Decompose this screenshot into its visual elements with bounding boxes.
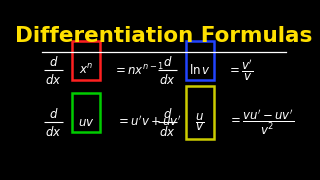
Text: $dx$: $dx$ (159, 73, 176, 87)
Text: $dx$: $dx$ (159, 125, 176, 139)
Text: $= \dfrac{v'}{v}$: $= \dfrac{v'}{v}$ (227, 58, 254, 83)
Text: $dx$: $dx$ (45, 125, 62, 139)
Bar (72, 41, 100, 80)
Bar (186, 41, 214, 80)
Text: $d$: $d$ (163, 55, 172, 69)
Bar (186, 86, 214, 139)
Bar (72, 93, 100, 132)
Text: $\ln v$: $\ln v$ (189, 63, 211, 77)
Text: $x^n$: $x^n$ (79, 63, 93, 77)
Text: $= nx^{n-1}$: $= nx^{n-1}$ (113, 62, 164, 78)
Text: $d$: $d$ (49, 55, 58, 69)
Text: $dx$: $dx$ (45, 73, 62, 87)
Text: $d$: $d$ (49, 107, 58, 121)
Text: $= \dfrac{vu'-uv'}{v^2}$: $= \dfrac{vu'-uv'}{v^2}$ (228, 107, 294, 137)
Text: $\dfrac{u}{v}$: $\dfrac{u}{v}$ (195, 111, 205, 133)
Text: $= u'v + uv'$: $= u'v + uv'$ (116, 115, 181, 129)
Text: $uv$: $uv$ (78, 116, 94, 129)
Text: Differentiation Formulas: Differentiation Formulas (15, 26, 313, 46)
Text: $d$: $d$ (163, 107, 172, 121)
